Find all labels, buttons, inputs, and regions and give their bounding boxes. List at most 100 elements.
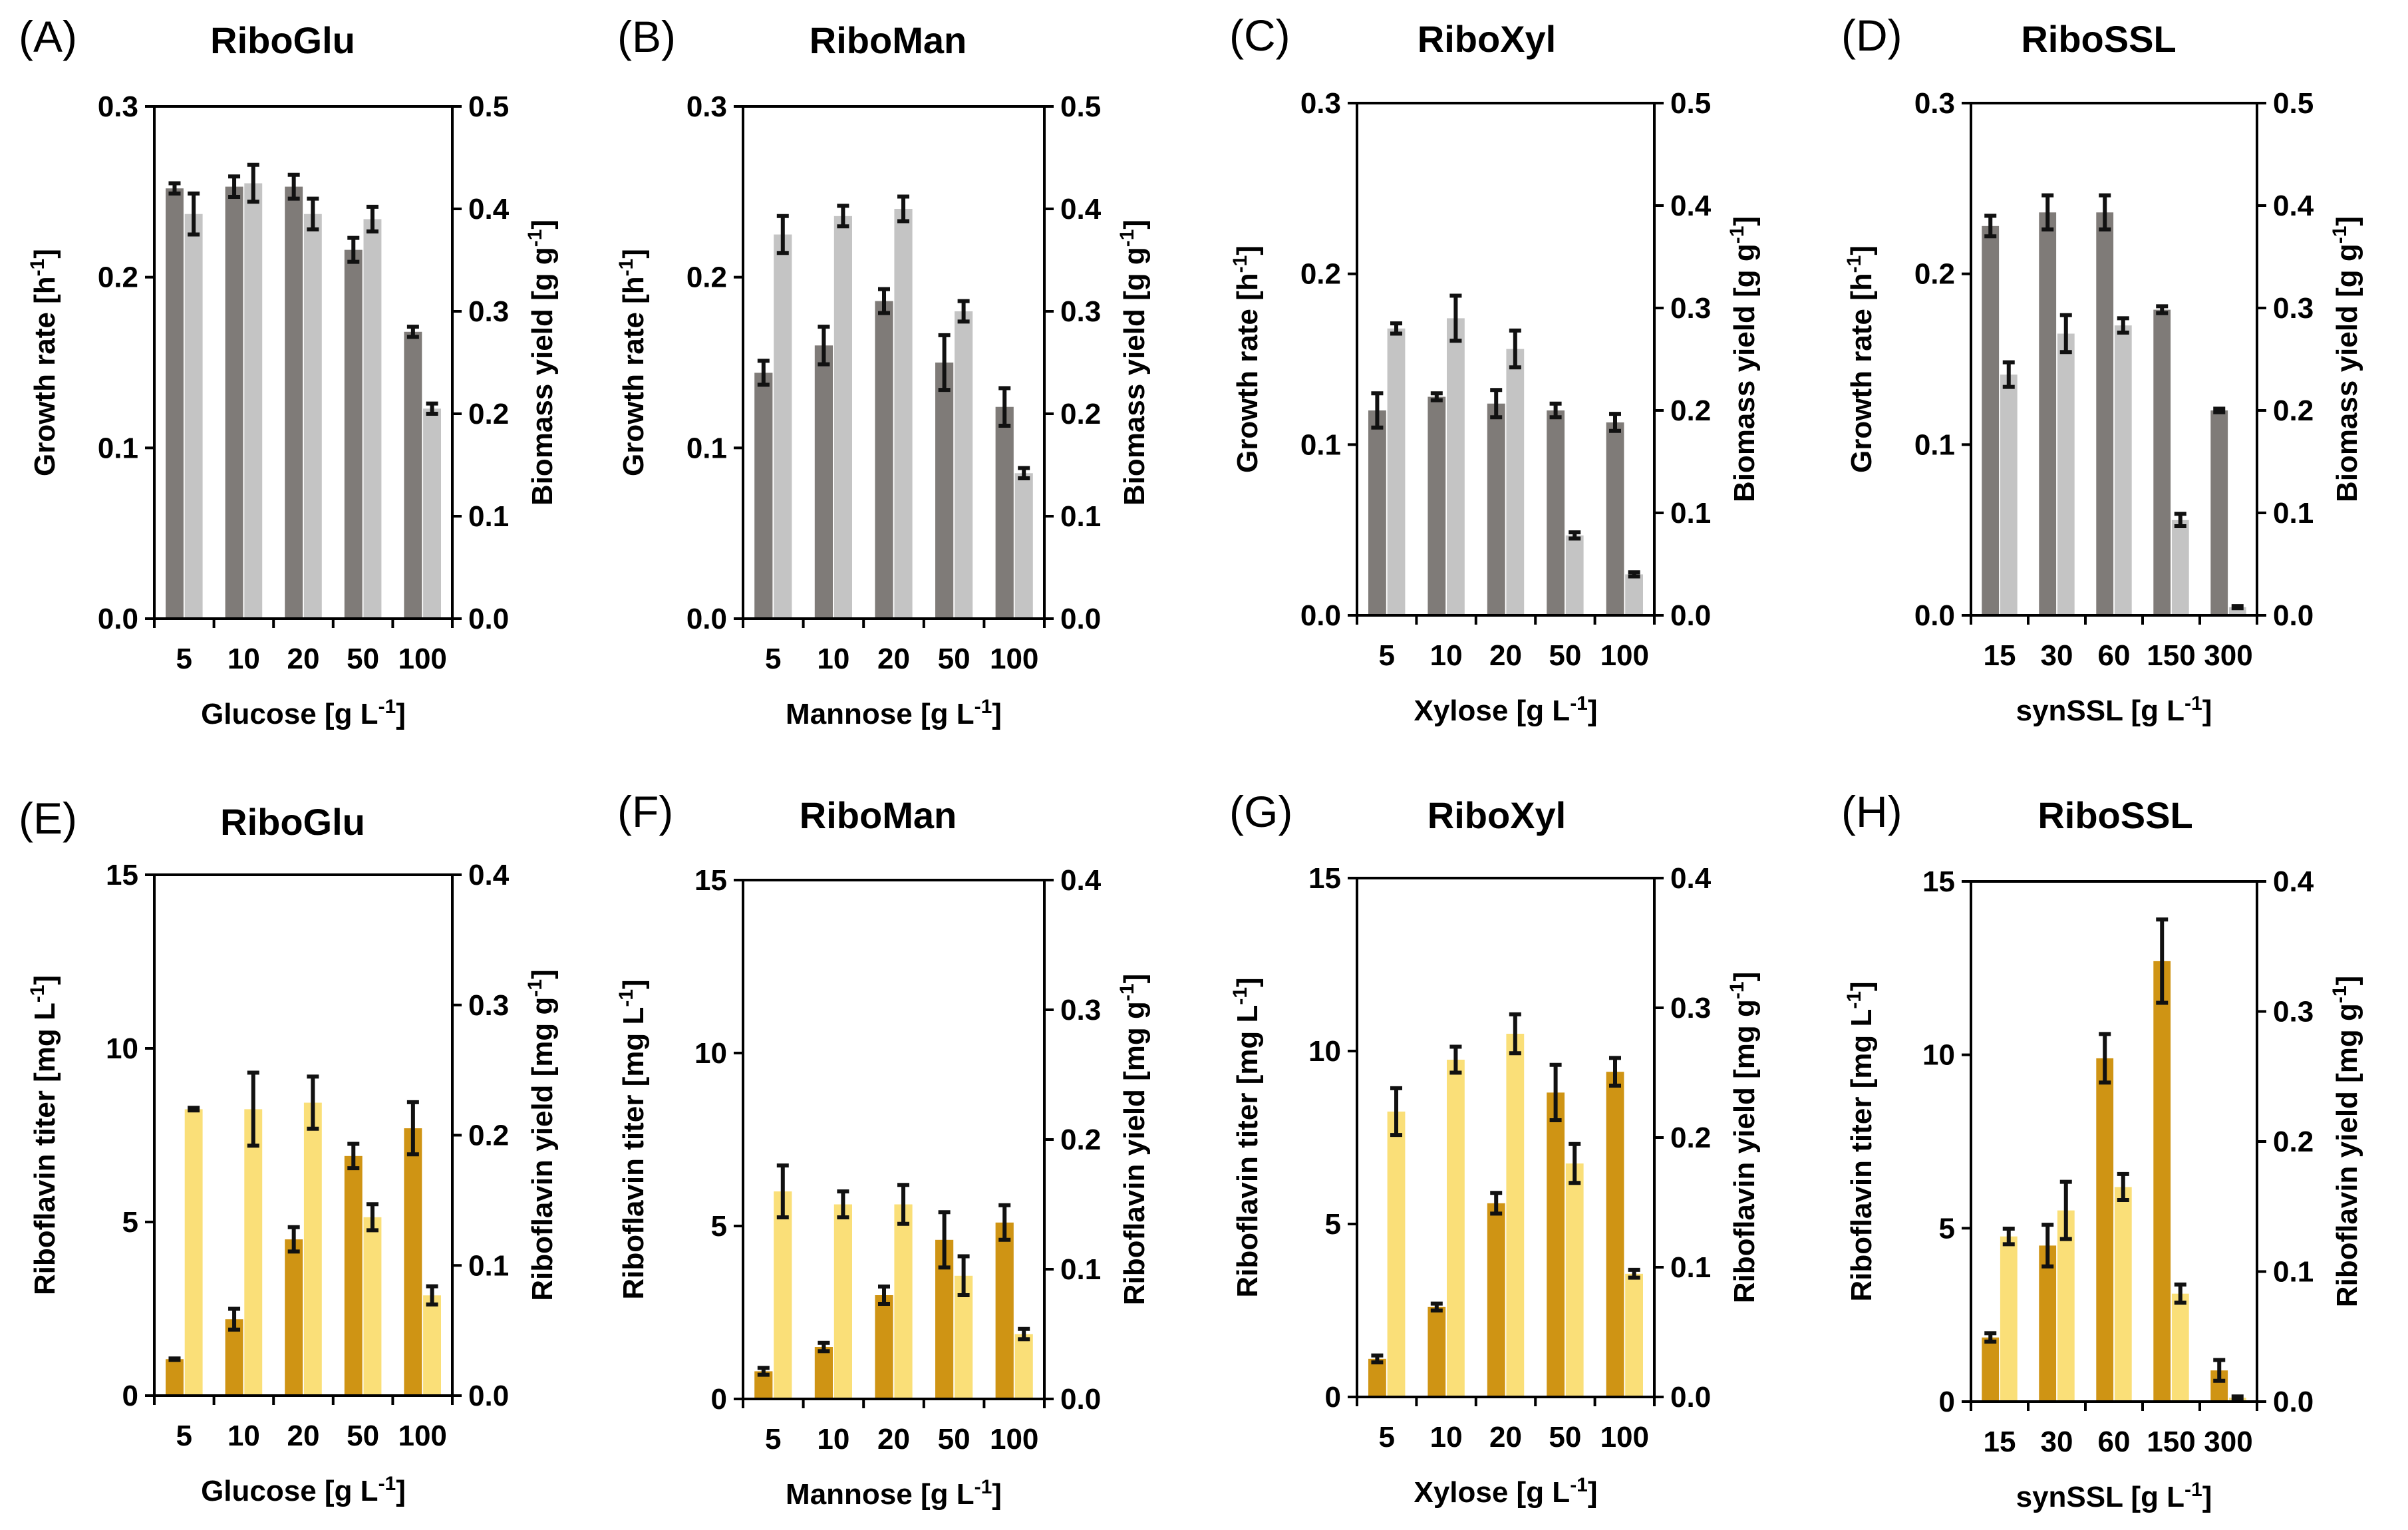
bar-riboflavin-titer-20 (875, 1295, 893, 1399)
x-tick-label: 5 (176, 643, 192, 675)
error-bar-riboflavin-titer-100 (1609, 1056, 1621, 1088)
y-right-tick-label: 0.5 (1670, 87, 1711, 120)
panel-B: (B) RiboMan 0.0 0.1 0.2 0.3 0.0 0.1 0.2 0.3 0.4 0.5… (615, 12, 1151, 730)
x-axis-title-superscript: -1 (975, 696, 992, 718)
y-right-axis-title-end: ] (1118, 974, 1151, 984)
y-right-axis-title-end: ] (526, 220, 559, 230)
error-bar-growth-rate-15 (1984, 214, 1997, 239)
bar-riboflavin-yield-100 (423, 1295, 441, 1396)
error-bars (168, 162, 438, 416)
x-axis-title-end: ] (2202, 694, 2212, 727)
y-left-axis-title-main: Riboflavin titer [mg L (1231, 1005, 1264, 1298)
panel-letter: (C) (1229, 11, 1290, 60)
x-axis-title-superscript: -1 (975, 1476, 992, 1498)
panel-E: (E) RiboGlu 0 5 10 15 0.0 0.1 0.2 0.3 0.4 5 10 20 50 10… (19, 794, 559, 1507)
error-bar-growth-rate-10 (818, 325, 830, 367)
bar-riboflavin-titer-5 (1368, 1358, 1386, 1397)
error-bar-riboflavin-yield-30 (2059, 1179, 2072, 1241)
x-tick-label: 50 (938, 1423, 971, 1455)
error-bar-biomass-yield-50 (957, 299, 970, 324)
y-left-axis-title-main: Riboflavin titer [mg L (1845, 1009, 1878, 1302)
y-right-axis-title: Riboflavin yield [mg g-1] (2329, 976, 2363, 1308)
y-left-tick-label: 15 (106, 859, 138, 891)
y-left-tick-label: 0.1 (686, 432, 727, 464)
x-tick-label: 10 (1430, 639, 1463, 672)
bar-riboflavin-yield-10 (833, 1204, 852, 1399)
panel-letter: (A) (19, 12, 77, 61)
panel-title: RiboSSL (2021, 18, 2176, 60)
bar-growth-rate-20 (285, 186, 303, 619)
bar-growth-rate-60 (2096, 212, 2114, 615)
y-right-tick-label: 0.2 (2273, 394, 2314, 427)
y-left-axis-title-main: Growth rate [h (1845, 273, 1878, 473)
bar-riboflavin-titer-30 (2039, 1245, 2057, 1402)
y-left-axis-title-end: ] (617, 249, 650, 259)
y-right-tick-label: 0.5 (2273, 87, 2314, 120)
y-right-tick-label: 0.4 (468, 859, 510, 891)
y-right-tick-label: 0.2 (1670, 1122, 1711, 1154)
y-left-tick-label: 0.0 (686, 603, 727, 635)
x-axis-title-main: synSSL [g L (2016, 694, 2184, 727)
error-bar-growth-rate-10 (228, 174, 241, 199)
x-axis-title-superscript: -1 (2184, 692, 2202, 714)
error-bar-biomass-yield-10 (1449, 293, 1462, 343)
error-bar-riboflavin-titer-5 (168, 1356, 181, 1362)
y-right-tick-label: 0.3 (468, 295, 509, 328)
y-right-tick-label: 0.2 (1670, 394, 1711, 427)
error-bar-riboflavin-yield-150 (2174, 1283, 2186, 1305)
bars (1982, 212, 2246, 615)
x-tick-label: 10 (227, 1420, 260, 1452)
y-right-axis-title-end: ] (526, 969, 559, 979)
bar-biomass-yield-20 (894, 209, 913, 619)
y-left-axis-title-main: Riboflavin titer [mg L (617, 1007, 650, 1300)
panel-title: RiboXyl (1418, 18, 1556, 60)
panel-letter: (G) (1229, 787, 1292, 836)
y-right-axis-title-main: Biomass yield [g g (2331, 243, 2363, 502)
y-left-tick-label: 0.3 (1914, 87, 1955, 120)
bar-biomass-yield-5 (774, 234, 792, 619)
error-bar-riboflavin-yield-5 (1390, 1086, 1402, 1138)
error-bar-riboflavin-yield-5 (776, 1163, 789, 1219)
y-left-tick-label: 0.1 (98, 432, 138, 464)
bar-riboflavin-titer-20 (1487, 1203, 1505, 1397)
y-right-tick-label: 0.4 (468, 193, 510, 226)
panel-letter: (F) (617, 787, 673, 836)
bar-biomass-yield-10 (1447, 318, 1465, 615)
y-right-tick-label: 0.5 (1060, 90, 1101, 123)
y-right-axis-title-superscript: -1 (524, 230, 546, 247)
x-axis-title: synSSL [g L-1] (2016, 1479, 2212, 1513)
error-bar-growth-rate-5 (1371, 391, 1384, 430)
y-right-axis-title-main: Biomass yield [g g (526, 247, 559, 506)
bar-riboflavin-yield-20 (894, 1204, 913, 1399)
error-bar-growth-rate-30 (2041, 193, 2054, 231)
y-left-axis-title-main: Riboflavin titer [mg L (29, 1002, 61, 1295)
y-right-tick-label: 0.4 (1060, 193, 1102, 226)
x-axis-title-end: ] (1588, 1476, 1598, 1509)
axes (145, 873, 462, 1405)
y-right-axis-title-main: Riboflavin yield [mg g (2331, 1003, 2363, 1307)
error-bar-biomass-yield-5 (776, 214, 789, 255)
y-left-axis-title: Growth rate [h-1] (615, 249, 650, 476)
y-left-tick-label: 15 (1922, 865, 1955, 898)
error-bar-riboflavin-titer-100 (998, 1203, 1011, 1242)
y-right-axis-title-main: Riboflavin yield [mg g (1728, 999, 1761, 1303)
y-right-tick-label: 0.0 (2273, 599, 2314, 632)
bar-biomass-yield-5 (1387, 328, 1406, 615)
bar-growth-rate-100 (404, 331, 422, 619)
bar-riboflavin-titer-50 (1547, 1092, 1565, 1397)
bar-growth-rate-50 (935, 363, 954, 619)
error-bar-biomass-yield-60 (2117, 316, 2129, 335)
y-right-tick-label: 0.2 (468, 1120, 509, 1152)
panel-H: (H) RiboSSL 0 5 10 15 0.0 0.1 0.2 0.3 0.4 15 30 60 150… (1841, 787, 2363, 1513)
error-bar-riboflavin-yield-100 (426, 1284, 438, 1306)
y-left-tick-label: 0.2 (1914, 258, 1955, 291)
x-tick-label: 5 (1378, 639, 1394, 672)
x-axis-title-main: Xylose [g L (1414, 1476, 1570, 1509)
y-left-axis-title: Growth rate [h-1] (27, 249, 61, 476)
y-right-tick-label: 0.0 (2273, 1386, 2314, 1418)
y-left-tick-label: 10 (694, 1037, 727, 1070)
x-tick-label: 100 (1600, 1421, 1649, 1454)
bar-growth-rate-150 (2153, 309, 2171, 615)
y-right-axis-title-main: Riboflavin yield [mg g (1118, 1001, 1151, 1305)
